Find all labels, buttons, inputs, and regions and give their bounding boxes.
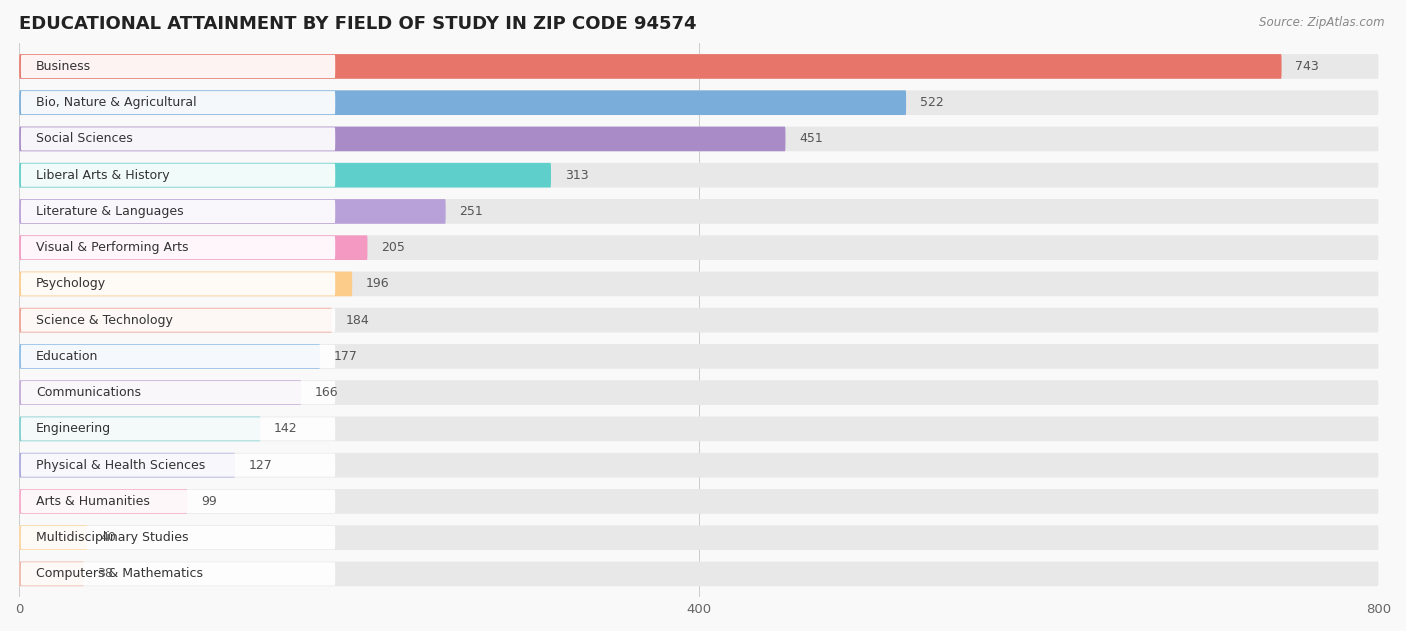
FancyBboxPatch shape: [20, 127, 1378, 151]
Text: Business: Business: [37, 60, 91, 73]
Text: Arts & Humanities: Arts & Humanities: [37, 495, 150, 508]
FancyBboxPatch shape: [20, 380, 301, 405]
FancyBboxPatch shape: [20, 344, 321, 369]
FancyBboxPatch shape: [21, 417, 335, 440]
FancyBboxPatch shape: [20, 271, 353, 296]
Text: 166: 166: [315, 386, 339, 399]
Text: 743: 743: [1295, 60, 1319, 73]
Text: 38: 38: [97, 567, 114, 581]
FancyBboxPatch shape: [20, 90, 1378, 115]
Text: 313: 313: [565, 168, 588, 182]
FancyBboxPatch shape: [21, 127, 335, 151]
Text: Liberal Arts & History: Liberal Arts & History: [37, 168, 170, 182]
FancyBboxPatch shape: [21, 236, 335, 259]
FancyBboxPatch shape: [20, 453, 235, 478]
Text: 99: 99: [201, 495, 217, 508]
FancyBboxPatch shape: [20, 54, 1282, 79]
FancyBboxPatch shape: [21, 55, 335, 78]
FancyBboxPatch shape: [20, 526, 1378, 550]
FancyBboxPatch shape: [20, 163, 551, 187]
FancyBboxPatch shape: [20, 344, 1378, 369]
Text: 451: 451: [799, 133, 823, 145]
FancyBboxPatch shape: [21, 273, 335, 295]
FancyBboxPatch shape: [20, 416, 1378, 441]
FancyBboxPatch shape: [20, 271, 1378, 296]
Text: Psychology: Psychology: [37, 278, 107, 290]
FancyBboxPatch shape: [20, 90, 905, 115]
FancyBboxPatch shape: [20, 380, 1378, 405]
FancyBboxPatch shape: [20, 235, 367, 260]
FancyBboxPatch shape: [20, 562, 84, 586]
Text: 127: 127: [249, 459, 273, 471]
Text: 205: 205: [381, 241, 405, 254]
Text: Literature & Languages: Literature & Languages: [37, 205, 184, 218]
FancyBboxPatch shape: [21, 562, 335, 586]
Text: Visual & Performing Arts: Visual & Performing Arts: [37, 241, 188, 254]
Text: Computers & Mathematics: Computers & Mathematics: [37, 567, 204, 581]
Text: Multidisciplinary Studies: Multidisciplinary Studies: [37, 531, 188, 544]
Text: Physical & Health Sciences: Physical & Health Sciences: [37, 459, 205, 471]
FancyBboxPatch shape: [20, 526, 87, 550]
FancyBboxPatch shape: [20, 199, 1378, 224]
FancyBboxPatch shape: [21, 309, 335, 332]
FancyBboxPatch shape: [20, 235, 1378, 260]
Text: 196: 196: [366, 278, 389, 290]
Text: Source: ZipAtlas.com: Source: ZipAtlas.com: [1260, 16, 1385, 29]
Text: Engineering: Engineering: [37, 422, 111, 435]
Text: Social Sciences: Social Sciences: [37, 133, 134, 145]
FancyBboxPatch shape: [20, 54, 1378, 79]
FancyBboxPatch shape: [21, 91, 335, 114]
FancyBboxPatch shape: [21, 381, 335, 404]
FancyBboxPatch shape: [21, 526, 335, 549]
FancyBboxPatch shape: [21, 200, 335, 223]
Text: 522: 522: [920, 96, 943, 109]
Text: 251: 251: [460, 205, 484, 218]
Text: Communications: Communications: [37, 386, 141, 399]
FancyBboxPatch shape: [21, 454, 335, 477]
FancyBboxPatch shape: [20, 453, 1378, 478]
FancyBboxPatch shape: [20, 199, 446, 224]
Text: 184: 184: [346, 314, 370, 327]
Text: 177: 177: [333, 350, 357, 363]
Text: 40: 40: [101, 531, 117, 544]
FancyBboxPatch shape: [21, 163, 335, 187]
Text: Education: Education: [37, 350, 98, 363]
FancyBboxPatch shape: [20, 489, 1378, 514]
Text: 142: 142: [274, 422, 298, 435]
Text: EDUCATIONAL ATTAINMENT BY FIELD OF STUDY IN ZIP CODE 94574: EDUCATIONAL ATTAINMENT BY FIELD OF STUDY…: [20, 15, 697, 33]
FancyBboxPatch shape: [20, 489, 187, 514]
Text: Bio, Nature & Agricultural: Bio, Nature & Agricultural: [37, 96, 197, 109]
FancyBboxPatch shape: [20, 127, 786, 151]
FancyBboxPatch shape: [20, 416, 260, 441]
FancyBboxPatch shape: [21, 345, 335, 368]
FancyBboxPatch shape: [20, 308, 1378, 333]
Text: Science & Technology: Science & Technology: [37, 314, 173, 327]
FancyBboxPatch shape: [21, 490, 335, 513]
FancyBboxPatch shape: [20, 562, 1378, 586]
FancyBboxPatch shape: [20, 163, 1378, 187]
FancyBboxPatch shape: [20, 308, 332, 333]
